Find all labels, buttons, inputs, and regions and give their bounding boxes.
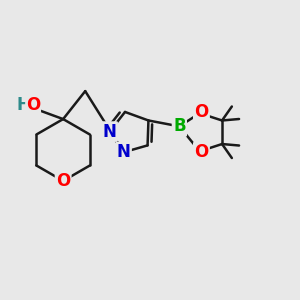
Text: O: O <box>194 143 208 161</box>
Text: N: N <box>103 123 117 141</box>
Text: N: N <box>117 143 130 161</box>
Text: H: H <box>16 96 30 114</box>
Text: O: O <box>194 103 208 121</box>
Text: O: O <box>26 96 40 114</box>
Text: B: B <box>173 117 186 135</box>
Text: O: O <box>56 172 70 190</box>
